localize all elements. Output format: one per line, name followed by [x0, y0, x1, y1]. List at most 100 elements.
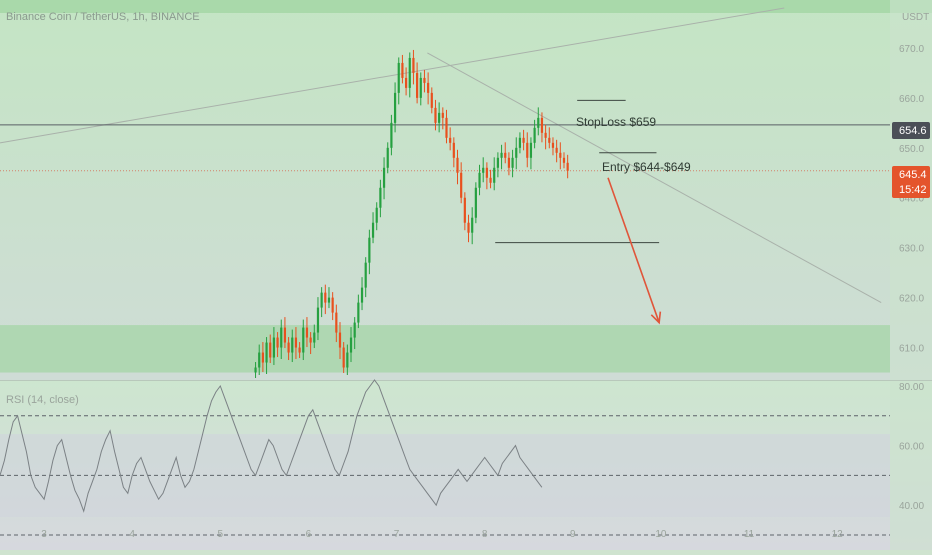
candle-body	[283, 327, 287, 343]
candle-body	[449, 137, 452, 143]
candle-body	[507, 157, 511, 168]
candle-body	[467, 222, 470, 233]
candle-body	[456, 157, 459, 173]
candle-body	[474, 187, 477, 218]
candle-body	[559, 152, 562, 158]
candle-body	[412, 57, 415, 73]
price-tick-label: 670.0	[899, 44, 924, 55]
time-tick-label: 5	[218, 529, 224, 540]
support-zones	[0, 325, 890, 373]
rsi-tick-label: 40.00	[899, 501, 924, 512]
candle-body	[478, 172, 481, 188]
svg-text:645.4: 645.4	[899, 169, 927, 181]
ascending-trendline	[0, 7, 785, 144]
candle-body	[529, 142, 533, 158]
candle-body	[518, 137, 522, 148]
candle-body	[342, 347, 345, 368]
descending-trendline	[427, 52, 882, 304]
last-price-badge: 645.4 15:42	[892, 166, 930, 198]
candle-body	[360, 287, 364, 303]
candle-body	[261, 352, 264, 363]
candle-body	[338, 332, 342, 348]
candle-body	[265, 342, 268, 363]
candle-body	[485, 167, 488, 178]
candle-body	[331, 297, 334, 313]
candle-body	[335, 312, 338, 333]
candle-body	[287, 342, 290, 353]
candle-body	[401, 62, 404, 78]
candle-body	[390, 122, 393, 148]
time-tick-label: 8	[482, 529, 488, 540]
candle-body	[493, 167, 496, 183]
candle-body	[269, 342, 272, 358]
rsi-series	[0, 379, 890, 536]
candle-body	[419, 77, 422, 98]
candle-body	[504, 152, 507, 158]
candle-body	[555, 147, 558, 153]
candle-body	[397, 62, 400, 93]
candle-body	[471, 217, 474, 233]
candle-body	[482, 167, 485, 173]
candle-body	[515, 147, 518, 158]
candle-body	[500, 152, 503, 158]
drawing-lines[interactable]	[0, 7, 890, 325]
projection-arrow	[607, 177, 660, 323]
candle-body	[254, 367, 257, 373]
candle-body	[313, 332, 316, 343]
price-tick-label: 610.0	[899, 344, 924, 355]
candle-body	[540, 117, 544, 133]
candle-body	[291, 337, 294, 353]
candle-body	[423, 77, 426, 83]
time-tick-label: 12	[832, 529, 844, 540]
candle-body	[382, 167, 386, 188]
time-tick-label: 11	[744, 529, 755, 540]
price-tick-label: 640.0	[899, 194, 924, 205]
candle-body	[324, 292, 327, 303]
candle-body	[280, 327, 283, 348]
countdown-label: 15:42	[899, 184, 927, 196]
candle-body	[371, 222, 375, 238]
stoploss-label: StopLoss $659	[576, 115, 656, 129]
price-tick-label: 650.0	[899, 144, 924, 155]
candle-body	[460, 172, 463, 198]
candle-body	[430, 92, 433, 108]
price-scale[interactable]	[890, 0, 932, 550]
candle-body	[544, 132, 547, 138]
candle-body	[441, 112, 444, 118]
candle-body	[353, 322, 356, 338]
candle-body	[258, 352, 261, 368]
candle-body	[309, 337, 312, 343]
candle-body	[294, 337, 298, 348]
candle-body	[452, 142, 455, 158]
entry-label: Entry $644-$649	[602, 160, 691, 174]
projection-arrowhead	[650, 311, 662, 325]
symbol-title: Binance Coin / TetherUS, 1h, BINANCE	[6, 11, 200, 23]
candle-body	[463, 197, 466, 223]
time-tick-label: 3	[41, 529, 47, 540]
time-tick-label: 6	[306, 529, 312, 540]
price-tick-label: 660.0	[899, 94, 924, 105]
axis-labels: 610.0 620.0 630.0 640.0 650.0 660.0 670.0 3 4 5 6 7…	[41, 44, 924, 540]
candle-body	[537, 117, 540, 128]
candle-body	[427, 82, 430, 93]
top-highlight-band	[0, 0, 932, 13]
rsi-tick-label: 80.00	[899, 382, 924, 393]
candle-body	[393, 92, 397, 123]
candle-body	[298, 347, 301, 353]
time-tick-label: 4	[129, 529, 135, 540]
candle-body	[404, 77, 408, 88]
candle-body	[357, 302, 360, 323]
rsi-tick-label: 60.00	[899, 442, 924, 453]
candle-body	[375, 207, 378, 223]
candle-body	[511, 157, 514, 168]
candle-body	[416, 72, 419, 98]
candle-body	[346, 352, 349, 368]
price-tick-label: 620.0	[899, 294, 924, 305]
candle-body	[386, 147, 389, 168]
candle-body	[368, 237, 371, 263]
candle-body	[316, 307, 320, 333]
candle-body	[434, 107, 437, 123]
candle-body	[566, 162, 569, 171]
